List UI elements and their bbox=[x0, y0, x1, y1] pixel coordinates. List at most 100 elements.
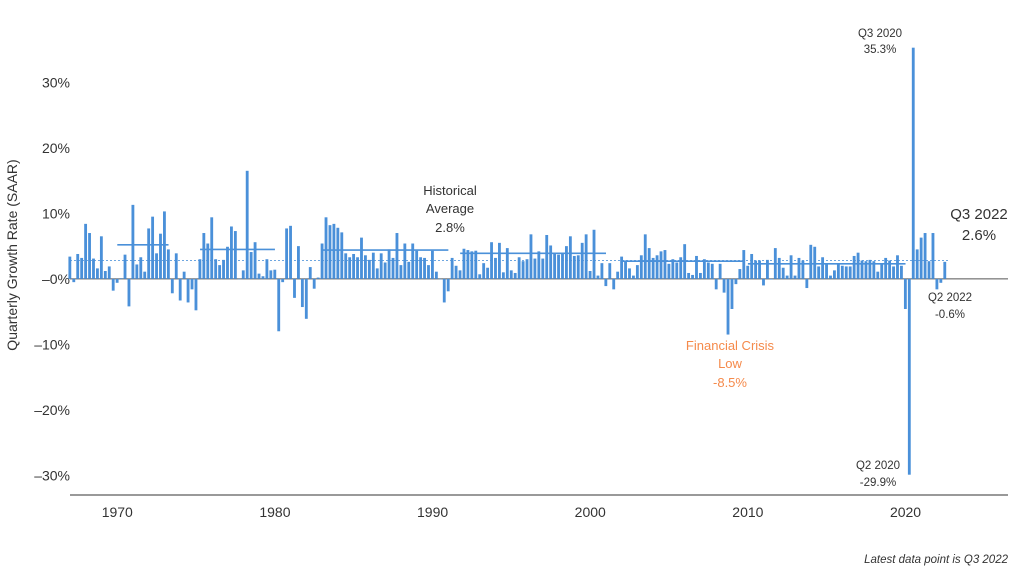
bar bbox=[659, 251, 663, 279]
q3-2022-value: 2.6% bbox=[962, 227, 996, 244]
bar bbox=[269, 270, 273, 279]
bar bbox=[332, 223, 336, 279]
bar bbox=[482, 263, 486, 279]
bar bbox=[367, 259, 371, 279]
x-tick-label: 2010 bbox=[732, 504, 763, 520]
bar bbox=[170, 278, 174, 294]
bar bbox=[561, 252, 564, 279]
bar bbox=[123, 254, 127, 279]
bar bbox=[379, 253, 383, 279]
bar bbox=[155, 253, 158, 279]
bar bbox=[135, 264, 139, 279]
bar bbox=[576, 255, 580, 279]
bar bbox=[395, 233, 399, 279]
bar bbox=[159, 233, 162, 279]
bar bbox=[722, 278, 726, 293]
y-tick-label: –30% bbox=[34, 467, 70, 483]
bar bbox=[289, 225, 292, 279]
bar bbox=[190, 278, 194, 290]
bar bbox=[769, 278, 773, 280]
bar bbox=[848, 266, 852, 279]
financial-crisis-label-line1: Financial Crisis bbox=[686, 338, 775, 353]
bar bbox=[762, 278, 765, 286]
q3-2020-value: 35.3% bbox=[864, 44, 897, 56]
bar bbox=[470, 251, 474, 279]
bar bbox=[182, 271, 186, 279]
bar bbox=[293, 278, 296, 298]
bar bbox=[458, 270, 462, 279]
bar bbox=[565, 246, 568, 279]
y-tick-label: 10% bbox=[42, 205, 70, 221]
bar bbox=[454, 265, 458, 279]
bar bbox=[253, 242, 257, 279]
bar bbox=[300, 278, 304, 308]
bar bbox=[592, 229, 596, 279]
x-tick-label: 1990 bbox=[417, 504, 448, 520]
bar bbox=[553, 253, 557, 279]
bar bbox=[466, 250, 470, 279]
y-tick-label: –10% bbox=[34, 336, 70, 352]
bar bbox=[600, 263, 604, 279]
bar bbox=[391, 257, 395, 279]
y-tick-label: 20% bbox=[42, 140, 70, 156]
bar bbox=[825, 263, 828, 279]
bar bbox=[679, 257, 683, 279]
x-tick-label: 1970 bbox=[102, 504, 133, 520]
bar bbox=[431, 250, 434, 279]
bar bbox=[434, 271, 438, 279]
bar bbox=[131, 204, 135, 279]
bar bbox=[568, 236, 572, 279]
bar bbox=[647, 248, 651, 279]
bar bbox=[474, 250, 478, 279]
bar bbox=[667, 263, 671, 279]
bar bbox=[210, 217, 214, 279]
bar bbox=[836, 264, 840, 279]
historical-average-label-line1: Historical bbox=[423, 183, 477, 198]
bar bbox=[249, 252, 253, 279]
bar bbox=[273, 269, 277, 279]
bar bbox=[651, 257, 655, 279]
bar bbox=[344, 253, 348, 279]
bar bbox=[746, 265, 750, 279]
bar bbox=[549, 245, 553, 279]
bar bbox=[892, 266, 895, 279]
bar bbox=[663, 250, 667, 279]
bar bbox=[588, 271, 592, 279]
bar bbox=[931, 233, 935, 279]
bar bbox=[450, 257, 454, 279]
bar bbox=[608, 263, 612, 279]
bar bbox=[868, 259, 872, 279]
bar bbox=[202, 233, 206, 279]
bar bbox=[710, 263, 714, 279]
bar bbox=[691, 274, 694, 279]
bar bbox=[265, 259, 269, 279]
bar bbox=[96, 268, 99, 279]
bar bbox=[186, 278, 190, 303]
bar bbox=[501, 272, 505, 279]
bar bbox=[360, 237, 363, 279]
bar bbox=[509, 270, 513, 279]
bar bbox=[222, 259, 225, 279]
bar bbox=[750, 253, 754, 279]
bar bbox=[596, 275, 600, 279]
q2-2022-value: -0.6% bbox=[935, 309, 965, 321]
bar bbox=[801, 260, 805, 279]
bar bbox=[604, 278, 608, 287]
bar bbox=[107, 266, 111, 279]
bar bbox=[328, 225, 332, 279]
bar bbox=[541, 258, 545, 279]
bar bbox=[383, 262, 387, 279]
bar bbox=[624, 261, 627, 279]
bar bbox=[533, 258, 537, 279]
financial-crisis-label-line2: Low bbox=[718, 356, 742, 371]
q3-2020-label: Q3 2020 bbox=[858, 28, 902, 40]
bar bbox=[525, 259, 529, 279]
bar bbox=[139, 257, 143, 279]
bar bbox=[127, 278, 131, 307]
bar bbox=[442, 278, 446, 303]
bar bbox=[639, 255, 643, 279]
bar bbox=[758, 260, 761, 279]
bar bbox=[194, 278, 198, 311]
bar bbox=[151, 216, 155, 279]
